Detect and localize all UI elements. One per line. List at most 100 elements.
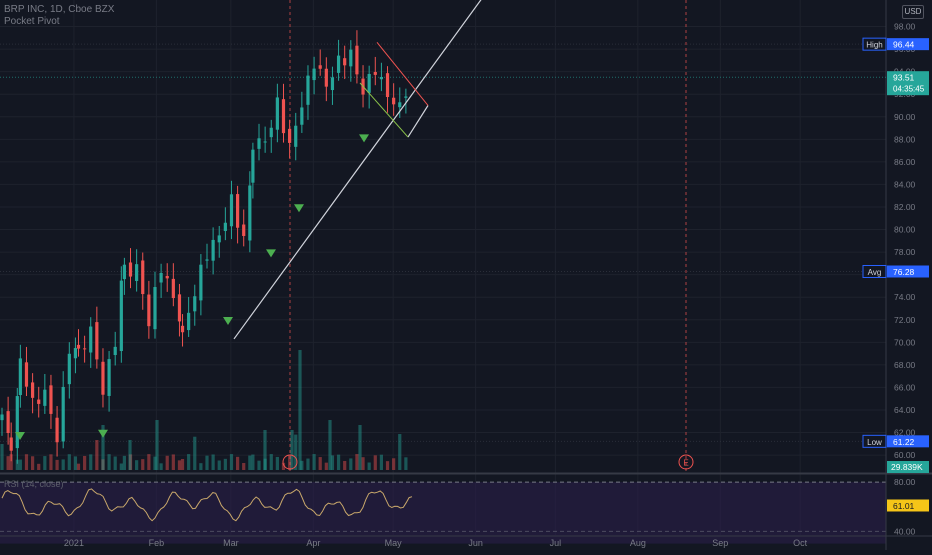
price-tick: 74.00 (894, 292, 916, 302)
candle-body (193, 296, 197, 312)
time-tick: Mar (223, 538, 239, 548)
candle-body (24, 362, 29, 387)
volume-bar (229, 454, 234, 470)
candle-body (6, 411, 10, 434)
candle-body (257, 138, 261, 149)
candle-body (171, 278, 175, 299)
volume-spike (358, 425, 362, 470)
marker-tag-avg (862, 264, 887, 278)
price-tick: 62.00 (894, 428, 916, 438)
volume-spike (298, 350, 302, 470)
volume-bar (205, 455, 209, 470)
volume-bar (6, 456, 10, 470)
volume-bar (122, 455, 126, 470)
candle-body (330, 77, 335, 91)
rsi-legend[interactable]: RSI (14, close) (4, 479, 64, 489)
price-tick: 70.00 (894, 337, 916, 347)
candle-body (73, 348, 78, 359)
price-tick: 98.00 (894, 22, 916, 32)
volume-spike (263, 430, 267, 470)
volume-spike (101, 425, 105, 470)
trendline-channel (407, 105, 429, 138)
volume-bar (257, 460, 261, 470)
candle-body (269, 127, 273, 138)
volume-bar (165, 455, 169, 470)
volume-bar (355, 454, 359, 470)
volume-bar (89, 454, 93, 470)
candle-body (141, 260, 145, 295)
volume-bar (343, 460, 347, 470)
rsi-tick: 80.00 (894, 477, 916, 487)
candle-body (135, 264, 139, 281)
volume-bar (177, 460, 182, 470)
candle-body (300, 107, 304, 125)
marker-label-avg: Avg (868, 268, 882, 277)
volume-bar (193, 436, 197, 470)
volume-bar (171, 454, 175, 470)
rsi-line (1, 488, 413, 522)
volume-bar (101, 459, 105, 470)
currency-badge[interactable]: USD (902, 5, 924, 19)
candle-body (242, 224, 246, 236)
pivot-marker (15, 432, 25, 441)
candle-body (89, 326, 93, 353)
volume-bar (398, 434, 402, 470)
candle-body (119, 280, 123, 352)
marker-value-low: 61.22 (893, 437, 915, 447)
volume-bar (61, 459, 65, 470)
volume-bar (43, 456, 47, 470)
candle-body (113, 346, 117, 356)
volume-bar (385, 461, 390, 470)
indicator-label[interactable]: Pocket Pivot (4, 16, 60, 27)
candle-body (336, 55, 341, 73)
candle-body (217, 235, 221, 243)
candle-body (235, 194, 240, 228)
volume-bar (153, 456, 157, 470)
candle-body (373, 71, 377, 75)
candle-body (349, 49, 353, 67)
volume-bar (135, 460, 139, 470)
volume-bar (49, 454, 53, 470)
candle-body (205, 259, 209, 261)
volume-bar (379, 454, 384, 470)
volume-bar (367, 462, 371, 470)
volume-bar (30, 456, 35, 470)
candle-body (229, 194, 234, 227)
volume-bar (187, 454, 191, 470)
flag-lower (359, 82, 409, 138)
candle-body (30, 382, 35, 398)
candle-body (248, 185, 252, 241)
candle-body (288, 128, 292, 143)
candle-body (153, 287, 157, 330)
volume-bar (392, 458, 396, 470)
price-tick: 86.00 (894, 157, 916, 167)
marker-label-low: Low (867, 438, 882, 447)
volume-bar (95, 440, 99, 470)
volume-bar (15, 459, 19, 470)
pivot-marker (98, 429, 108, 438)
marker-value-bg (887, 38, 929, 51)
last-price-value: 93.51 (893, 73, 915, 83)
candles-group (0, 30, 408, 470)
price-tick: 82.00 (894, 202, 916, 212)
volume-bar (288, 455, 292, 470)
volume-bar (324, 462, 328, 470)
price-tick: 60.00 (894, 450, 916, 460)
rsi-value-tag (887, 499, 929, 512)
candle-body (0, 414, 4, 421)
marker-value-avg: 76.28 (893, 267, 915, 277)
volume-bar (404, 457, 408, 470)
time-tick: Feb (149, 538, 165, 548)
volume-bar (349, 458, 353, 470)
volume-bar (24, 454, 29, 470)
price-tick: 72.00 (894, 315, 916, 325)
volume-bar (281, 462, 286, 470)
candle-body (83, 348, 87, 350)
candle-body (55, 417, 59, 443)
candle-body (263, 141, 267, 143)
bar-countdown: 04:35:45 (893, 85, 925, 94)
earnings-badge-label: E (683, 459, 688, 468)
candle-body (223, 222, 227, 231)
